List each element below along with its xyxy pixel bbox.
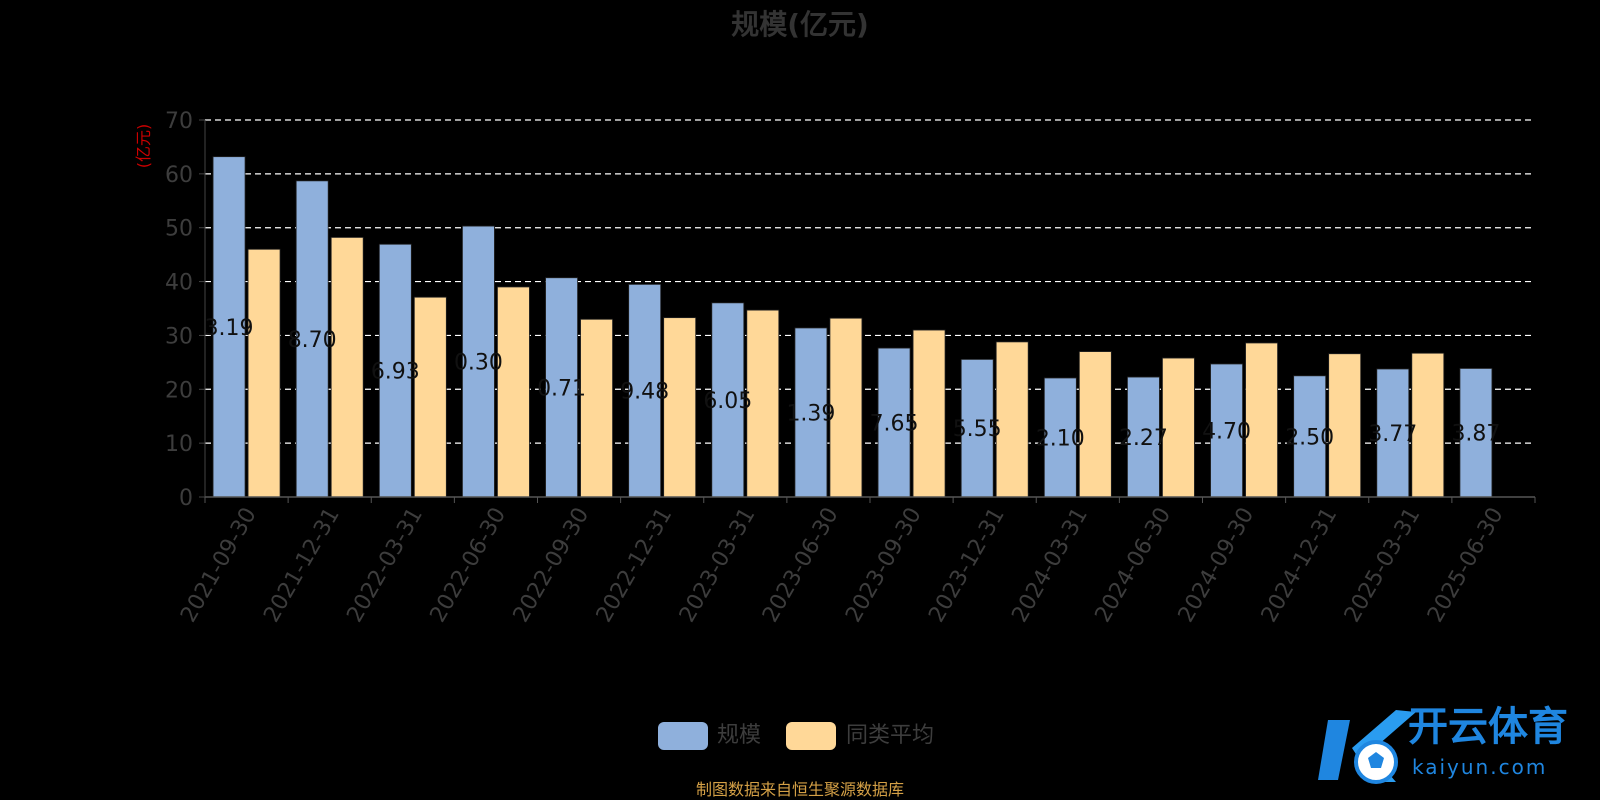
x-tick-label: 2023-09-30 <box>841 504 927 627</box>
x-tick-label: 2022-03-31 <box>342 504 428 627</box>
y-axis-unit-label: (亿元) <box>134 124 153 169</box>
logo-url: kaiyun.com <box>1412 755 1547 779</box>
y-tick-label: 50 <box>165 217 193 242</box>
bar-labels: 3.19 8.70 6.93 0.30 0.71 9.48 6.05 1.39 7.65 5.55… <box>205 316 1501 452</box>
bar-value-label: 9.48 <box>620 380 669 405</box>
bar-category-average[interactable] <box>413 296 447 498</box>
bar-category-average[interactable] <box>1245 342 1278 498</box>
bar-value-label: 8.70 <box>288 328 337 353</box>
bar-value-label: 7.65 <box>870 412 919 437</box>
y-tick-label: 30 <box>165 324 193 349</box>
bar-scale[interactable] <box>545 277 578 498</box>
source-note: 制图数据来自恒生聚源数据库 <box>696 780 904 799</box>
x-tick-label: 2021-12-31 <box>259 504 345 627</box>
bar-category-average[interactable] <box>497 286 530 498</box>
legend-label-scale[interactable]: 规模 <box>717 723 761 748</box>
x-tick-label: 2021-09-30 <box>176 504 262 627</box>
bar-value-label: 3.87 <box>1451 422 1500 447</box>
legend: 规模 同类平均 <box>658 722 934 750</box>
x-tick-label: 2023-12-31 <box>924 504 1010 627</box>
bar-scale[interactable] <box>1127 376 1160 498</box>
bar-value-label: 2.50 <box>1285 425 1334 450</box>
x-tick-label: 2024-06-30 <box>1091 504 1177 627</box>
bar-value-label: 2.10 <box>1036 426 1085 451</box>
legend-swatch-scale[interactable] <box>658 722 708 750</box>
y-tick-label: 60 <box>165 163 193 188</box>
logo-emblem-icon <box>1318 710 1416 784</box>
bar-category-average[interactable] <box>1078 351 1112 498</box>
x-tick-label: 2024-09-30 <box>1174 504 1260 627</box>
bar-scale[interactable] <box>212 156 246 498</box>
bar-value-label: 2.27 <box>1119 426 1168 451</box>
bar-category-average[interactable] <box>1162 357 1195 498</box>
bar-value-label: 0.71 <box>537 376 586 401</box>
kaiyun-logo: 开云体育 kaiyun.com <box>1318 704 1568 784</box>
y-tick-label: 40 <box>165 271 193 296</box>
bar-value-label: 3.19 <box>205 316 254 341</box>
bar-category-average[interactable] <box>580 318 613 498</box>
bar-value-label: 6.93 <box>371 360 420 385</box>
y-tick-label: 10 <box>165 432 193 457</box>
x-tick-label: 2022-12-31 <box>592 504 678 627</box>
x-tick-label: 2023-06-30 <box>758 504 844 627</box>
bar-value-label: 1.39 <box>786 401 835 426</box>
logo-name: 开云体育 <box>1408 704 1568 750</box>
bar-scale[interactable] <box>1293 375 1327 498</box>
bar-scale[interactable] <box>378 243 412 498</box>
x-tick-label: 2023-03-31 <box>675 504 761 627</box>
y-tick-label: 20 <box>165 378 193 403</box>
bar-category-average[interactable] <box>330 237 364 498</box>
bar-scale[interactable] <box>711 302 745 498</box>
x-tick-label: 2025-06-30 <box>1423 504 1509 627</box>
bar-scale[interactable] <box>462 225 495 498</box>
bar-value-label: 6.05 <box>703 389 752 414</box>
x-axis-ticks: 2021-09-302021-12-312022-03-312022-06-30… <box>176 497 1536 627</box>
bar-value-label: 0.30 <box>454 351 503 376</box>
bar-scale[interactable] <box>295 180 329 498</box>
bar-value-label: 3.77 <box>1368 422 1417 447</box>
bar-category-average[interactable] <box>995 341 1029 498</box>
x-tick-label: 2024-03-31 <box>1007 504 1093 627</box>
x-tick-label: 2025-03-31 <box>1340 504 1426 627</box>
bar-scale[interactable] <box>877 347 911 498</box>
y-axis-ticks: 0 10 20 30 40 50 60 70 <box>165 109 205 511</box>
bar-scale[interactable] <box>1376 368 1410 498</box>
bar-scale[interactable] <box>1043 377 1077 498</box>
bar-category-average[interactable] <box>746 309 780 498</box>
chart-title: 规模(亿元) <box>731 8 869 41</box>
legend-label-category-average[interactable]: 同类平均 <box>846 723 934 748</box>
bar-category-average[interactable] <box>663 317 697 498</box>
x-tick-label: 2022-09-30 <box>509 504 595 627</box>
bar-category-average[interactable] <box>912 329 946 498</box>
bar-scale[interactable] <box>1459 368 1493 498</box>
bar-category-average[interactable] <box>247 248 281 498</box>
bars <box>212 156 1493 498</box>
bar-scale[interactable] <box>794 327 828 498</box>
bar-scale[interactable] <box>1210 363 1243 498</box>
bar-value-label: 5.55 <box>953 417 1002 442</box>
bar-category-average[interactable] <box>829 317 863 498</box>
legend-swatch-category-average[interactable] <box>786 722 836 750</box>
bar-value-label: 4.70 <box>1202 419 1251 444</box>
y-tick-label: 0 <box>179 486 193 511</box>
x-tick-label: 2022-06-30 <box>426 504 512 627</box>
y-tick-label: 70 <box>165 109 193 134</box>
x-tick-label: 2024-12-31 <box>1257 504 1343 627</box>
bar-category-average[interactable] <box>1411 352 1445 498</box>
